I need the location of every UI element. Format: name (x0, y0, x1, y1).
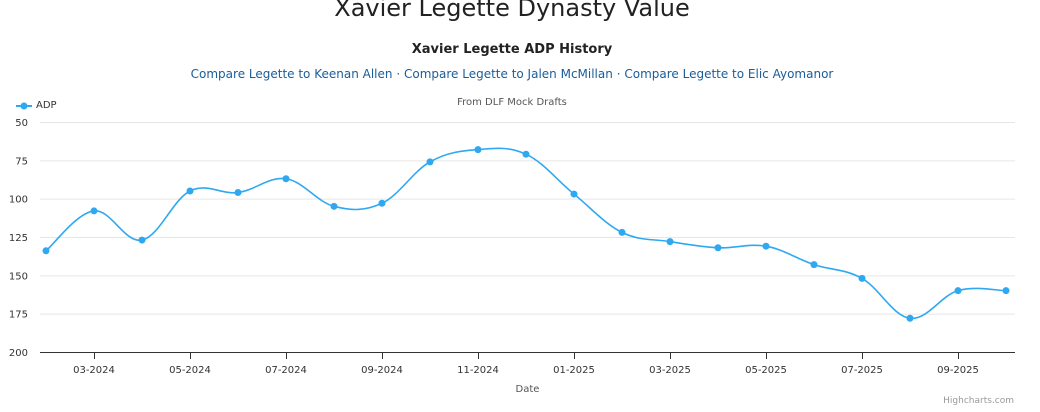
chart-title: Xavier Legette ADP History (411, 42, 613, 57)
x-tick-label: 09-2024 (361, 365, 403, 376)
x-tick-label: 03-2025 (649, 365, 691, 376)
page-title: Xavier Legette Dynasty Value (334, 0, 690, 22)
data-point[interactable]: 2025-03: 128 (666, 238, 674, 246)
compare-links: Compare Legette to Keenan Allen · Compar… (0, 67, 1024, 81)
x-tick-label: 09-2025 (937, 365, 979, 376)
x-tick-label: 05-2025 (745, 365, 787, 376)
y-axis: 50 75 100 125 150 175 200 (9, 118, 28, 359)
x-tick-label: 05-2024 (169, 365, 211, 376)
x-tick-label: 07-2024 (265, 365, 307, 376)
data-point[interactable]: 2024-09: 103 (378, 199, 386, 207)
y-tick-label: 150 (9, 271, 28, 282)
x-tick-label: 01-2025 (553, 365, 595, 376)
data-point[interactable]: 2024-05: 95 (186, 187, 194, 195)
data-point[interactable]: 2024-11: 68 (474, 146, 482, 154)
data-point[interactable]: 2025-02: 122 (618, 228, 626, 236)
data-point[interactable]: 2024-08: 105 (330, 202, 338, 210)
x-axis: 03-2024 05-2024 07-2024 09-2024 11-2024 01-20… (40, 352, 1015, 395)
data-point[interactable]: 2024-12: 71 (522, 150, 530, 158)
y-tick-label: 125 (9, 233, 28, 244)
data-point[interactable]: 2024-04: 127 (138, 236, 146, 244)
data-point[interactable]: 2024-03: 108 (90, 207, 98, 215)
data-point[interactable]: 2025-10: 160 (1002, 287, 1010, 295)
y-tick-label: 75 (15, 156, 28, 167)
data-point[interactable]: 2024-10: 76 (426, 158, 434, 166)
data-point[interactable]: 2025-01: 97 (570, 190, 578, 198)
grid-lines (40, 122, 1015, 315)
data-point[interactable]: 2024-07: 87 (282, 175, 290, 183)
link-separator: · (616, 67, 621, 81)
x-tick-label: 07-2025 (841, 365, 883, 376)
link-separator: · (396, 67, 401, 81)
legend-label: ADP (36, 100, 57, 111)
legend-line-marker-icon (16, 102, 32, 109)
series-line-adp (45, 147, 1007, 320)
data-point[interactable]: 2025-08: 178 (906, 314, 914, 322)
data-point[interactable]: 2024-06: 96 (234, 189, 242, 197)
x-tick-label: 03-2024 (73, 365, 115, 376)
compare-link-jalen-mcmillan[interactable]: Compare Legette to Jalen McMillan (403, 67, 613, 81)
y-tick-label: 100 (9, 195, 28, 206)
legend-item-adp[interactable]: ADP (16, 100, 57, 111)
y-tick-label: 200 (9, 348, 28, 359)
data-point[interactable]: 2024-02: 134 (42, 247, 50, 255)
y-tick-label: 50 (15, 118, 28, 129)
data-point[interactable]: 2025-07: 152 (858, 274, 866, 282)
x-axis-title: Date (516, 384, 540, 395)
chart-subtitle: From DLF Mock Drafts (457, 97, 567, 108)
data-point[interactable]: 2025-09: 160 (954, 287, 962, 295)
data-point[interactable]: 2025-04: 132 (714, 244, 722, 252)
data-point[interactable]: 2025-06: 143 (810, 261, 818, 269)
compare-link-elic-ayomanor[interactable]: Compare Legette to Elic Ayomanor (624, 67, 834, 81)
compare-link-keenan-allen[interactable]: Compare Legette to Keenan Allen (190, 67, 393, 81)
highcharts-credits[interactable]: Highcharts.com (943, 396, 1014, 406)
data-point[interactable]: 2025-05: 131 (762, 242, 770, 250)
x-tick-label: 11-2024 (457, 365, 499, 376)
plot-area: 2024-02: 134 2024-03: 108 2024-04: 127 2024… (42, 146, 1010, 322)
y-tick-label: 175 (9, 310, 28, 321)
